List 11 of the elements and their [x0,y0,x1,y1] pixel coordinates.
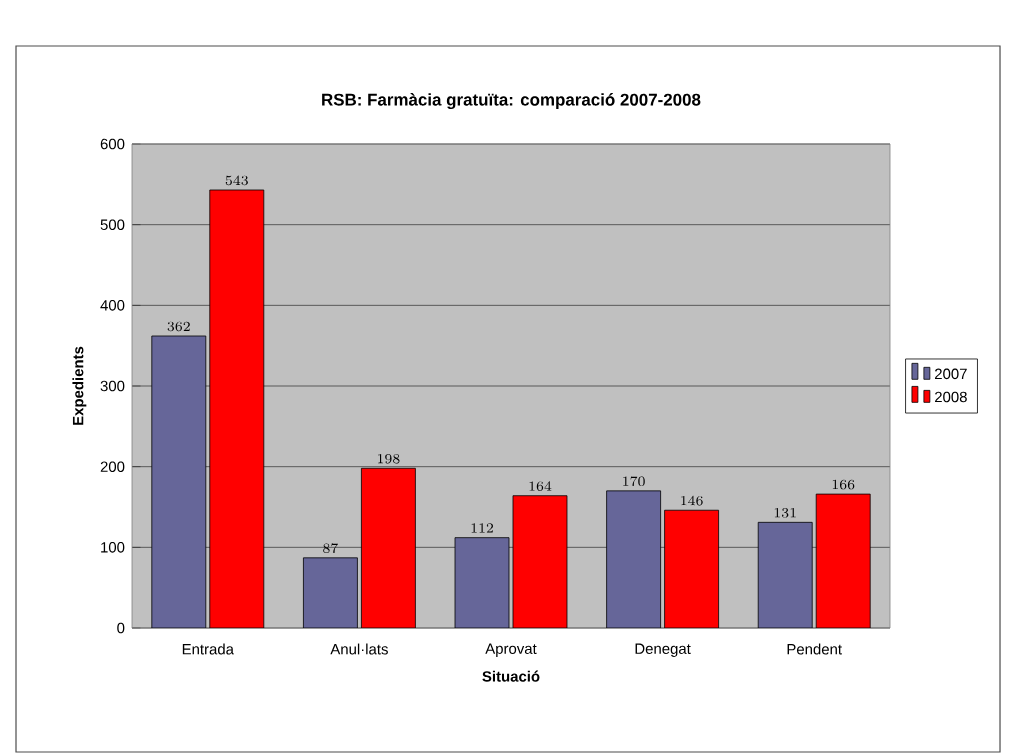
bar [454,537,510,628]
bar [664,509,719,628]
bar [360,467,416,628]
bar [606,490,662,628]
bar [209,189,264,628]
bar [757,521,813,628]
bar [512,495,568,628]
bar [303,557,358,628]
bar [151,335,206,628]
chart-title: RSB: Farmàcia gratuïta: comparació 2007-2008 [322,93,701,110]
bar [815,493,871,628]
